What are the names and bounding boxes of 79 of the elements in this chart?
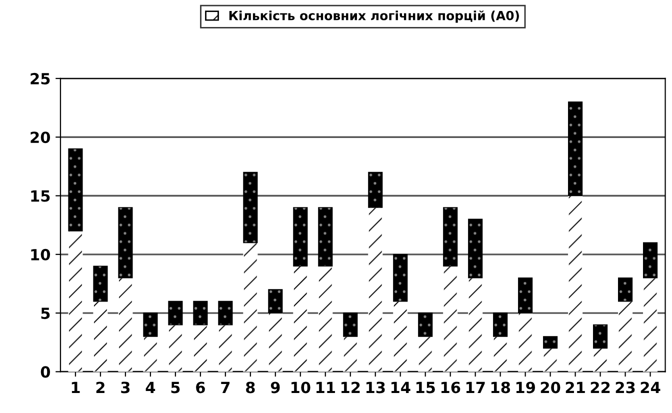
- bar: [418, 312, 433, 337]
- bar: [443, 266, 458, 372]
- y-tick-label: 5: [41, 308, 50, 320]
- bar: [568, 195, 583, 372]
- x-tick-label: 19: [516, 382, 535, 394]
- y-tick-label: 10: [31, 248, 50, 260]
- bar: [543, 336, 558, 349]
- bar: [618, 300, 633, 372]
- bar: [243, 242, 258, 372]
- bar: [518, 312, 533, 372]
- bar: [293, 266, 308, 372]
- x-tick-label: 15: [416, 382, 435, 394]
- legend-label: Кількість основних логічних порцій (А0): [229, 10, 519, 23]
- x-tick-label: 22: [590, 382, 610, 394]
- bar: [568, 102, 583, 196]
- bar: [468, 277, 483, 372]
- bar: [518, 277, 533, 314]
- bar: [318, 207, 333, 267]
- bar: [68, 148, 83, 232]
- bar: [143, 312, 158, 337]
- y-tick-label: 25: [30, 72, 50, 84]
- x-tick-label: 6: [196, 382, 205, 394]
- bar: [243, 172, 258, 244]
- y-tick-label: 0: [40, 366, 50, 378]
- bar: [418, 336, 433, 372]
- bar: [493, 336, 508, 372]
- x-tick-label: 10: [291, 382, 310, 394]
- x-tick-label: 12: [341, 382, 360, 394]
- bar: [642, 277, 658, 372]
- x-tick-label: 11: [316, 382, 335, 394]
- x-tick-label: 13: [366, 382, 385, 394]
- bar: [318, 266, 333, 372]
- x-tick-label: 9: [270, 382, 280, 394]
- x-tick-label: 17: [466, 382, 485, 394]
- bar: [468, 218, 483, 278]
- bar: [393, 254, 408, 302]
- bar: [293, 207, 308, 267]
- bar: [618, 277, 633, 302]
- bar: [343, 336, 358, 372]
- bar: [368, 207, 383, 372]
- bar: [368, 172, 383, 208]
- x-tick-label: 20: [540, 382, 560, 394]
- x-tick-label: 24: [640, 382, 660, 394]
- bar: [193, 324, 208, 372]
- bar: [193, 300, 208, 326]
- x-tick-label: 21: [566, 382, 585, 394]
- bar: [593, 348, 608, 372]
- x-tick-label: 7: [221, 382, 230, 394]
- bar: [218, 300, 233, 326]
- bar: [443, 207, 458, 267]
- x-tick-label: 18: [491, 382, 510, 394]
- x-tick-label: 4: [146, 382, 156, 394]
- bar: [168, 324, 183, 372]
- bar: [218, 324, 233, 372]
- bar: [268, 312, 283, 372]
- bar: [118, 207, 133, 278]
- bar: [593, 324, 608, 349]
- bar: [93, 266, 108, 302]
- bar: [393, 300, 408, 372]
- bar: [68, 230, 83, 372]
- x-tick-label: 23: [616, 382, 635, 394]
- x-tick-label: 3: [121, 382, 130, 394]
- x-tick-label: 1: [72, 382, 80, 394]
- y-tick-label: 20: [30, 132, 50, 144]
- bar: [268, 289, 283, 314]
- bar: [93, 300, 108, 372]
- y-tick-label: 15: [31, 190, 50, 202]
- bar: [118, 277, 133, 372]
- x-tick-label: 8: [246, 382, 255, 394]
- bar: [493, 312, 508, 337]
- x-tick-label: 16: [441, 382, 460, 394]
- x-tick-label: 2: [96, 382, 104, 394]
- bar: [642, 242, 658, 278]
- bar: [543, 348, 558, 372]
- x-tick-label: 5: [171, 382, 180, 394]
- bar: [168, 300, 183, 326]
- x-tick-label: 14: [391, 382, 410, 394]
- bar: [343, 312, 358, 337]
- bar: [143, 336, 158, 372]
